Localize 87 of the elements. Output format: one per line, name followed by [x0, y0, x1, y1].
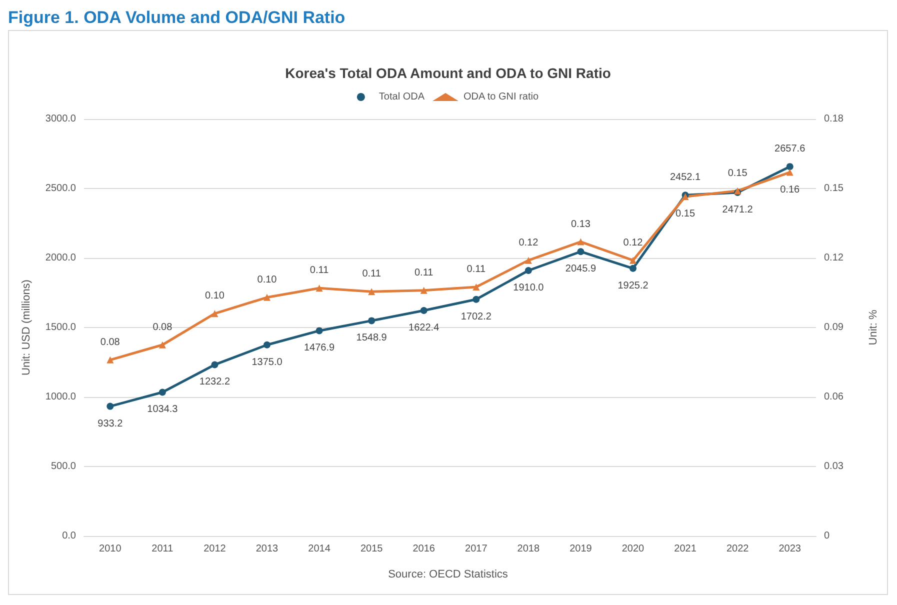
data-label: 0.08: [152, 322, 173, 333]
data-label: 1548.9: [356, 332, 388, 344]
data-label: 0.11: [310, 265, 330, 276]
data-label: 0.13: [570, 218, 591, 230]
y-axis-title: Unit: USD (millions): [20, 280, 32, 376]
x-tick-label: 2018: [517, 544, 540, 554]
data-label: 2045.9: [565, 264, 596, 275]
y2-tick-label: 0.09: [824, 322, 844, 333]
point: [211, 310, 218, 318]
data-label: 0.10: [257, 274, 278, 286]
y-tick-label: 2500.0: [45, 183, 76, 194]
y2-tick-label: 0: [824, 530, 830, 542]
x-tick-label: 2016: [412, 544, 436, 554]
data-label: 0.16: [780, 184, 800, 196]
y2-tick-label: 0.03: [824, 461, 844, 472]
point: [106, 356, 114, 364]
source-note: Source: OECD Statistics: [388, 568, 508, 580]
y2-tick-label: 0.12: [824, 252, 844, 264]
data-label: 2452.1: [670, 172, 702, 184]
data-label: 1476.9: [304, 342, 336, 354]
x-tick-label: 2022: [726, 544, 750, 554]
point: [524, 267, 532, 274]
x-tick-label: 2010: [99, 544, 122, 554]
x-tick-label: 2015: [360, 544, 384, 554]
data-label: 1910.0: [513, 282, 544, 294]
data-label: 0.11: [466, 264, 486, 275]
data-label: 1034.3: [147, 404, 178, 416]
point: [472, 296, 480, 303]
point: [316, 284, 323, 292]
data-label: 0.10: [204, 290, 225, 302]
data-label: 1702.2: [460, 311, 492, 322]
x-tick-label: 2021: [674, 544, 697, 554]
data-label: 0.08: [100, 336, 120, 348]
point: [786, 168, 794, 176]
data-label: 0.15: [676, 208, 696, 220]
y-tick-label: 1000.0: [45, 392, 76, 402]
point: [316, 327, 323, 334]
point: [211, 361, 218, 368]
y-tick-label: 3000.0: [45, 114, 76, 124]
data-label: 0.11: [414, 267, 434, 278]
point: [158, 341, 166, 348]
y-tick-label: 2000.0: [45, 252, 76, 264]
y2-tick-label: 0.18: [824, 114, 844, 124]
point: [264, 294, 270, 301]
data-label: 1375.0: [252, 356, 283, 368]
data-label: 2471.2: [722, 204, 754, 216]
point: [420, 306, 428, 314]
chart-subtitle: Korea's Total ODA Amount and ODA to GNI Ratio: [285, 65, 611, 81]
y-tick-label: 500.0: [50, 461, 76, 472]
point: [630, 264, 636, 272]
x-tick-label: 2013: [256, 544, 279, 554]
x-tick-label: 2012: [204, 544, 226, 554]
point: [786, 163, 794, 170]
x-tick-label: 2011: [152, 544, 174, 554]
y-tick-label: 0.0: [62, 530, 76, 542]
x-tick-label: 2023: [778, 544, 802, 554]
point: [630, 256, 636, 264]
data-label: 0.15: [728, 168, 748, 179]
x-tick-label: 2020: [622, 544, 645, 554]
data-label: 0.12: [518, 237, 539, 248]
point: [420, 286, 428, 294]
x-tick-label: 2019: [570, 544, 592, 554]
point: [264, 341, 270, 348]
point: [472, 283, 480, 290]
legend-label: Total ODA: [378, 92, 425, 102]
y-tick-label: 1500.0: [45, 322, 76, 333]
x-tick-label: 2017: [465, 544, 488, 554]
x-tick-label: 2014: [308, 544, 331, 554]
y2-axis-title: Unit: %: [868, 310, 880, 346]
point: [524, 256, 532, 264]
point: [368, 288, 376, 296]
point: [106, 402, 114, 410]
legend-label: ODA to GNI ratio: [464, 92, 539, 102]
data-label: 933.2: [98, 418, 124, 430]
point: [577, 248, 584, 256]
data-label: 0.12: [623, 237, 644, 248]
data-label: 2657.6: [774, 144, 806, 155]
y2-tick-label: 0.06: [824, 392, 844, 402]
data-label: 1925.2: [618, 280, 649, 292]
point: [577, 238, 584, 246]
point: [368, 317, 376, 324]
data-label: 1622.4: [408, 322, 440, 334]
data-label: 0.11: [362, 268, 382, 280]
y2-tick-label: 0.15: [824, 183, 844, 194]
data-label: 1232.2: [199, 376, 230, 388]
chart-title: Figure 1. ODA Volume and ODA/GNI Ratio: [8, 8, 346, 29]
point: [158, 388, 166, 396]
